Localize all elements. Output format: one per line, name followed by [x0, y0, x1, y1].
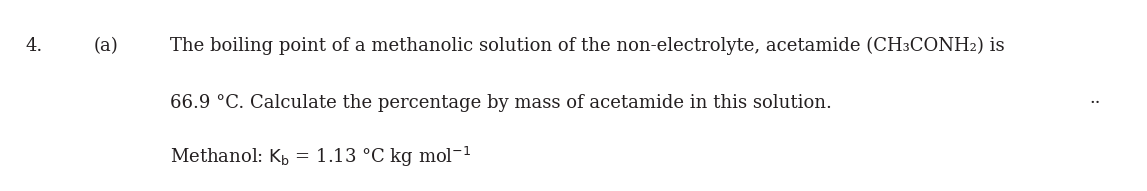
Text: The boiling point of a methanolic solution of the non-electrolyte, acetamide (CH: The boiling point of a methanolic soluti… — [170, 37, 1005, 55]
Text: (a): (a) — [94, 37, 119, 55]
Text: Methanol: $\mathrm{K_b}$ = 1.13 °C kg mol$^{-1}$: Methanol: $\mathrm{K_b}$ = 1.13 °C kg mo… — [170, 145, 471, 169]
Text: 66.9 °C. Calculate the percentage by mass of acetamide in this solution.: 66.9 °C. Calculate the percentage by mas… — [170, 94, 832, 112]
Text: ··: ·· — [1090, 94, 1101, 112]
Text: 4.: 4. — [25, 37, 42, 55]
